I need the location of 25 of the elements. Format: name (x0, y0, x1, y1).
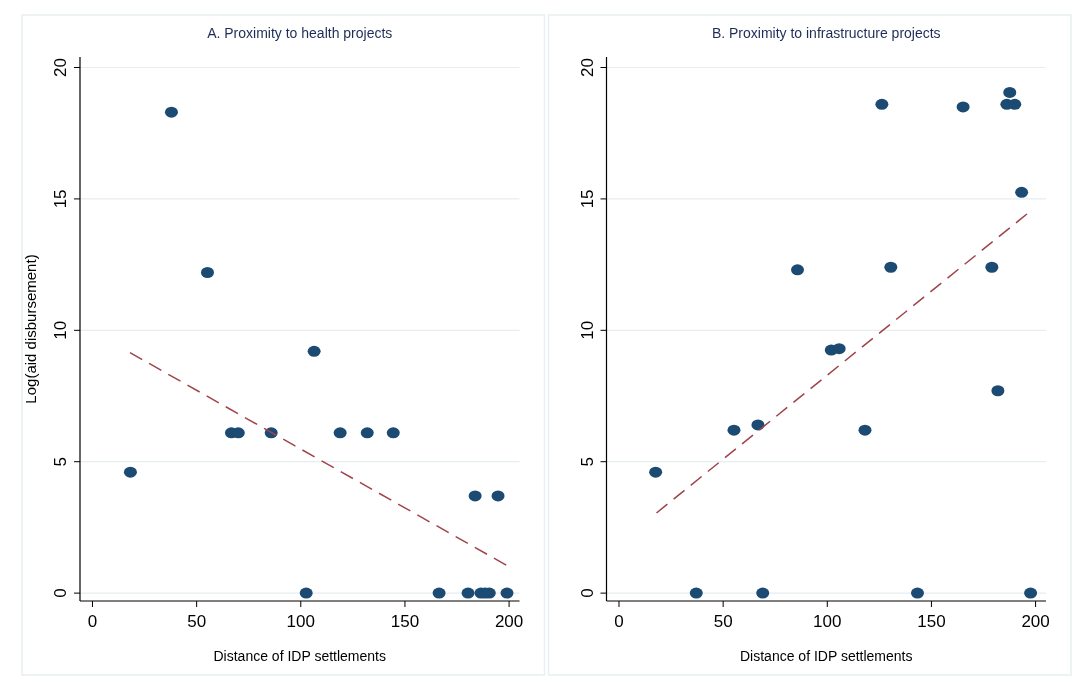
y-tick-label: 5 (51, 456, 70, 467)
x-tick-label: 150 (390, 612, 420, 631)
x-axis-title: Distance of IDP settlements (740, 648, 913, 664)
x-tick-label: 100 (286, 612, 315, 631)
x-tick-label: 200 (494, 612, 524, 631)
y-tick-label: 20 (577, 58, 597, 77)
x-axis-title: Distance of IDP settlements (213, 648, 386, 664)
chart-title: B. Proximity to infrastructure projects (711, 25, 941, 41)
x-tick-label: 100 (813, 612, 842, 631)
y-axis-title: Log(aid disbursement) (22, 254, 39, 404)
y-tick-label: 10 (577, 320, 597, 340)
x-tick-label: 50 (713, 612, 733, 631)
y-tick-label: 5 (577, 456, 597, 467)
x-tick-label: 50 (187, 612, 207, 631)
x-tick-label: 0 (614, 612, 624, 631)
y-tick-label: 15 (577, 189, 597, 209)
x-tick-label: 150 (917, 612, 946, 631)
chart-title: A. Proximity to health projects (207, 25, 393, 41)
y-tick-label: 0 (51, 588, 70, 598)
x-tick-label: 200 (1021, 612, 1050, 631)
y-tick-label: 0 (577, 588, 597, 598)
y-tick-label: 10 (51, 320, 70, 340)
y-tick-label: 15 (51, 189, 70, 209)
y-tick-label: 20 (51, 58, 70, 77)
x-tick-label: 0 (87, 612, 98, 631)
